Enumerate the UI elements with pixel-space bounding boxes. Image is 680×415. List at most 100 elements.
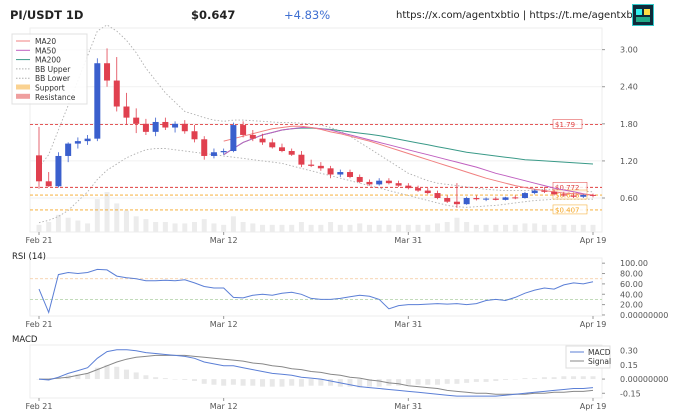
- macd-histogram-bar: [94, 367, 100, 380]
- legend-swatch: [16, 93, 30, 99]
- chart-title: PI/USDT 1D: [10, 8, 84, 22]
- rsi-y-tick-label: 100.00: [620, 259, 648, 268]
- macd-histogram-bar: [580, 376, 586, 380]
- volume-bar: [405, 224, 411, 232]
- macd-histogram-bar: [318, 379, 324, 386]
- candle-body: [521, 193, 528, 198]
- candle-body: [172, 123, 179, 128]
- candle-body: [84, 138, 91, 142]
- macd-histogram-bar: [512, 379, 518, 380]
- legend-label: MA20: [35, 37, 56, 46]
- candle-body: [142, 123, 149, 132]
- candle-body: [405, 185, 412, 189]
- candle-body: [94, 63, 101, 139]
- macd-histogram-bar: [221, 379, 227, 386]
- support-label: $0.407: [555, 206, 580, 214]
- macd-histogram-bar: [454, 379, 460, 384]
- social-links[interactable]: https://x.com/agentxbtio | https://t.me/…: [396, 10, 637, 21]
- volume-bar: [347, 224, 353, 232]
- volume-bar: [328, 222, 334, 232]
- volume-bar: [289, 224, 295, 232]
- macd-histogram-bar: [444, 379, 450, 384]
- macd-histogram-bar: [201, 379, 207, 384]
- candle-body: [415, 188, 422, 191]
- candle-body: [512, 197, 519, 199]
- macd-histogram-bar: [162, 378, 168, 380]
- volume-bar: [250, 223, 256, 232]
- price-y-tick-label: 2.40: [620, 83, 638, 92]
- macd-histogram-bar: [532, 378, 538, 380]
- volume-bar: [551, 224, 557, 232]
- price-change: +4.83%: [284, 8, 331, 22]
- macd-histogram-bar: [541, 377, 547, 380]
- legend-label: Resistance: [35, 93, 76, 102]
- macd-histogram-bar: [289, 379, 295, 386]
- volume-bar: [483, 224, 489, 232]
- candle-body: [356, 176, 363, 182]
- price-x-tick-label: Apr 19: [580, 236, 607, 245]
- rsi-x-tick-label: Apr 19: [580, 320, 607, 329]
- candle-body: [590, 194, 596, 196]
- macd-histogram-bar: [425, 379, 431, 385]
- volume-bar: [94, 199, 100, 232]
- macd-histogram-bar: [308, 379, 314, 386]
- macd-histogram-bar: [123, 369, 129, 380]
- volume-bar: [298, 222, 304, 232]
- volume-bar: [386, 224, 392, 232]
- volume-bar: [590, 224, 596, 232]
- candle-body: [327, 168, 334, 175]
- macd-histogram-bar: [405, 379, 411, 385]
- macd-y-tick-label: 0.30: [620, 347, 638, 356]
- volume-bar: [561, 224, 567, 232]
- rsi-y-tick-label: 80.00: [620, 270, 643, 279]
- price-y-tick-label: 0.60: [620, 194, 638, 203]
- volume-bar: [318, 224, 324, 232]
- legend-label: BB Upper: [35, 65, 71, 74]
- signal-line: [39, 354, 594, 395]
- volume-bar: [75, 220, 81, 232]
- candle-body: [162, 121, 169, 128]
- volume-bar: [541, 224, 547, 232]
- candle-body: [570, 195, 577, 197]
- candle-body: [453, 201, 460, 205]
- candle-body: [152, 121, 159, 132]
- macd-histogram-bar: [551, 377, 557, 380]
- volume-bar: [104, 192, 110, 232]
- candle-body: [259, 138, 266, 143]
- volume-bar: [240, 222, 246, 232]
- legend-label: Support: [35, 84, 65, 93]
- macd-y-tick-label: 0.00000000: [620, 375, 668, 384]
- rsi-y-tick-label: 60.00: [620, 280, 643, 289]
- candle-body: [376, 180, 383, 185]
- volume-bar: [454, 217, 460, 232]
- support-label: $0.648: [555, 192, 580, 200]
- price-legend-box: [11, 33, 88, 105]
- macd-line: [38, 349, 594, 397]
- candle-body: [385, 180, 392, 184]
- rsi-x-tick-label: Mar 31: [394, 320, 422, 329]
- macd-histogram-bar: [211, 379, 217, 385]
- volume-bar: [192, 222, 198, 232]
- candle-body: [74, 141, 81, 144]
- resistance-label: $1.79: [555, 121, 575, 129]
- candle-body: [240, 125, 247, 135]
- candle-body: [181, 123, 188, 132]
- volume-bar: [444, 222, 450, 232]
- volume-bar: [114, 203, 120, 232]
- macd-y-tick-label: -0.15: [620, 389, 641, 398]
- volume-bar: [308, 224, 314, 232]
- volume-bar: [153, 222, 159, 232]
- macd-histogram-bar: [104, 364, 110, 380]
- candle-body: [366, 181, 373, 185]
- macd-histogram-bar: [493, 379, 499, 381]
- candle-body: [434, 193, 441, 198]
- candle-body: [298, 154, 305, 165]
- candle-body: [347, 172, 354, 177]
- volume-bar: [396, 224, 402, 232]
- macd-histogram-bar: [153, 377, 159, 380]
- macd-panel-frame: [29, 344, 603, 399]
- macd-histogram-bar: [279, 379, 285, 387]
- candle-body: [113, 80, 120, 107]
- macd-legend-label: Signal: [588, 357, 611, 366]
